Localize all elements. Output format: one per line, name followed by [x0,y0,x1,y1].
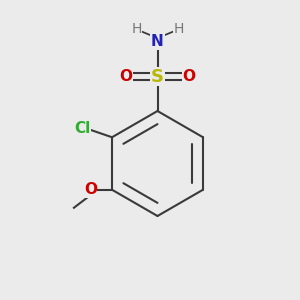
Text: Cl: Cl [74,121,90,136]
Text: H: H [131,22,142,36]
Text: S: S [151,68,164,85]
Text: O: O [119,69,133,84]
Text: H: H [173,22,184,36]
Text: O: O [182,69,196,84]
Text: N: N [151,34,164,50]
Text: O: O [84,182,97,197]
